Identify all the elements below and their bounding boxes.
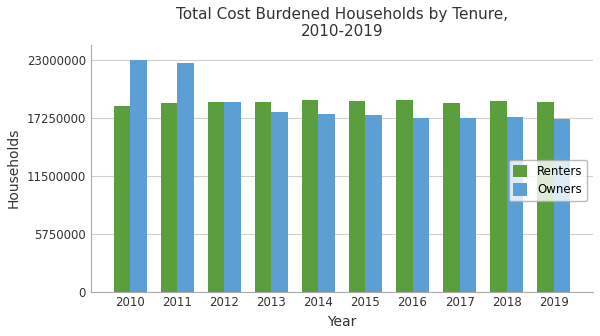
Bar xyxy=(413,118,429,292)
Bar xyxy=(161,103,177,292)
Bar xyxy=(396,100,413,292)
Bar xyxy=(130,60,146,292)
Bar xyxy=(490,101,506,292)
Title: Total Cost Burdened Households by Tenure,
2010-2019: Total Cost Burdened Households by Tenure… xyxy=(176,7,508,39)
Bar xyxy=(349,100,365,292)
Bar xyxy=(365,115,382,292)
Bar xyxy=(302,100,319,292)
Bar xyxy=(319,114,335,292)
Bar xyxy=(506,117,523,292)
Bar xyxy=(113,106,130,292)
Bar xyxy=(271,112,288,292)
Y-axis label: Households: Households xyxy=(7,128,21,208)
Bar xyxy=(554,119,570,292)
Bar xyxy=(460,118,476,292)
Bar xyxy=(255,101,271,292)
Bar xyxy=(537,102,554,292)
Bar xyxy=(208,102,224,292)
Legend: Renters, Owners: Renters, Owners xyxy=(509,160,587,201)
X-axis label: Year: Year xyxy=(327,315,356,329)
Bar xyxy=(443,102,460,292)
Bar xyxy=(177,63,194,292)
Bar xyxy=(224,102,241,292)
